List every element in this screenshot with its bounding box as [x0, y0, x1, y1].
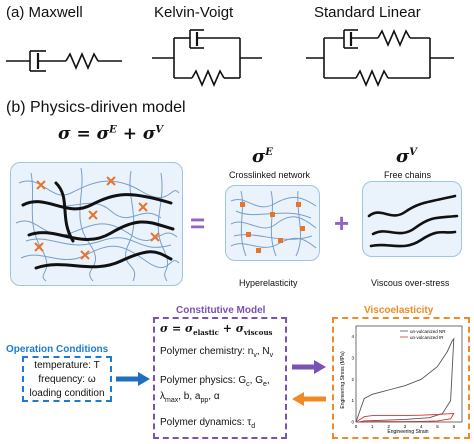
x-tick-label: 2 — [387, 424, 390, 429]
chart-y-ticks: 0 1 2 3 4 — [351, 334, 354, 424]
plus-sign: + — [334, 208, 350, 238]
series-line-nr — [355, 337, 455, 423]
y-tick-label: 4 — [351, 334, 354, 339]
chart-legend: un-vulcanized NR un-vulcanized IR — [400, 329, 446, 340]
y-tick-label: 0 — [351, 420, 354, 425]
free-chains-illustration — [367, 194, 459, 248]
x-tick-label: 3 — [404, 424, 407, 429]
y-tick-label: 1 — [351, 398, 354, 403]
constitutive-model-box — [153, 317, 287, 439]
standard-linear-model-diagram — [306, 28, 454, 88]
free-chains-label: Free chains — [384, 170, 432, 180]
chart-series — [355, 337, 455, 423]
blue-arrow — [116, 372, 150, 386]
physics-model-title: (b) Physics-diriven model — [6, 99, 186, 116]
hyperelasticity-label: Hyperelasticity — [239, 278, 298, 288]
purple-arrow — [292, 360, 326, 374]
full-network-illustration — [15, 167, 180, 282]
kelvin-voigt-title: Kelvin-Voigt — [154, 4, 234, 21]
viscous-overstress-label: Viscous over-stress — [371, 278, 450, 288]
crosslinked-network-label: Crosslinked network — [229, 170, 311, 180]
stress-strain-chart: Engineering Stress (MPa) Engineering Str… — [340, 325, 463, 435]
chart-ylabel: Engineering Stress (MPa) — [340, 351, 346, 409]
x-tick-label: 0 — [355, 424, 358, 429]
polymer-dynamics-line: Polymer dynamics: τd — [160, 417, 256, 430]
kelvin-voigt-model-diagram — [152, 29, 262, 88]
main-stress-equation: σ = σE + σV — [58, 124, 164, 144]
x-tick-label: 4 — [420, 424, 423, 429]
chart-xlabel: Engineering Strain — [387, 429, 428, 435]
constitutive-model-title: Constitutive Model — [176, 305, 266, 316]
legend-ir: un-vulcanized IR — [410, 335, 444, 340]
operation-conditions-box: temperature: T frequency: ω loading cond… — [22, 356, 112, 402]
y-tick-label: 3 — [351, 356, 354, 361]
equals-sign: = — [190, 208, 206, 238]
operation-loading: loading condition — [29, 388, 105, 399]
chart-x-ticks: 0 1 2 3 4 5 6 — [355, 424, 456, 429]
crosslinked-network-panel — [225, 185, 320, 261]
x-tick-label: 6 — [453, 424, 456, 429]
constitutive-equation: σ = σelastic + σviscous — [160, 322, 273, 338]
chart-frame — [355, 325, 463, 423]
operation-temperature: temperature: T — [34, 360, 100, 371]
viscoelasticity-box — [332, 317, 470, 439]
operation-frequency: frequency: ω — [38, 374, 96, 385]
crosslink-points — [240, 202, 305, 253]
legend-nr: un-vulcanized NR — [410, 329, 446, 334]
crosslinked-network-illustration — [230, 190, 317, 257]
free-chains-panel — [362, 181, 462, 257]
operation-conditions-title: Operation Conditions — [6, 344, 109, 355]
sigma-e-label: σE — [252, 146, 273, 167]
viscoelasticity-title: Viscoelasticity — [364, 305, 434, 316]
polymer-chemistry-line: Polymer chemistry: nv, Nv — [160, 346, 274, 359]
full-network-panel — [10, 162, 183, 286]
x-tick-label: 5 — [436, 424, 439, 429]
maxwell-model-diagram — [6, 50, 122, 72]
crosslink-markers — [34, 176, 160, 260]
polymer-physics-line1: Polymer physics: Gc, Ge, — [160, 375, 270, 388]
standard-linear-title: Standard Linear — [314, 4, 421, 21]
x-tick-label: 1 — [371, 424, 374, 429]
orange-arrow — [292, 392, 326, 406]
polymer-physics-line2: λmax, b, app, α — [160, 391, 220, 404]
maxwell-title: (a) Maxwell — [6, 4, 83, 21]
sigma-v-label: σV — [396, 146, 418, 167]
y-tick-label: 2 — [351, 377, 354, 382]
series-line-ir — [355, 413, 455, 423]
